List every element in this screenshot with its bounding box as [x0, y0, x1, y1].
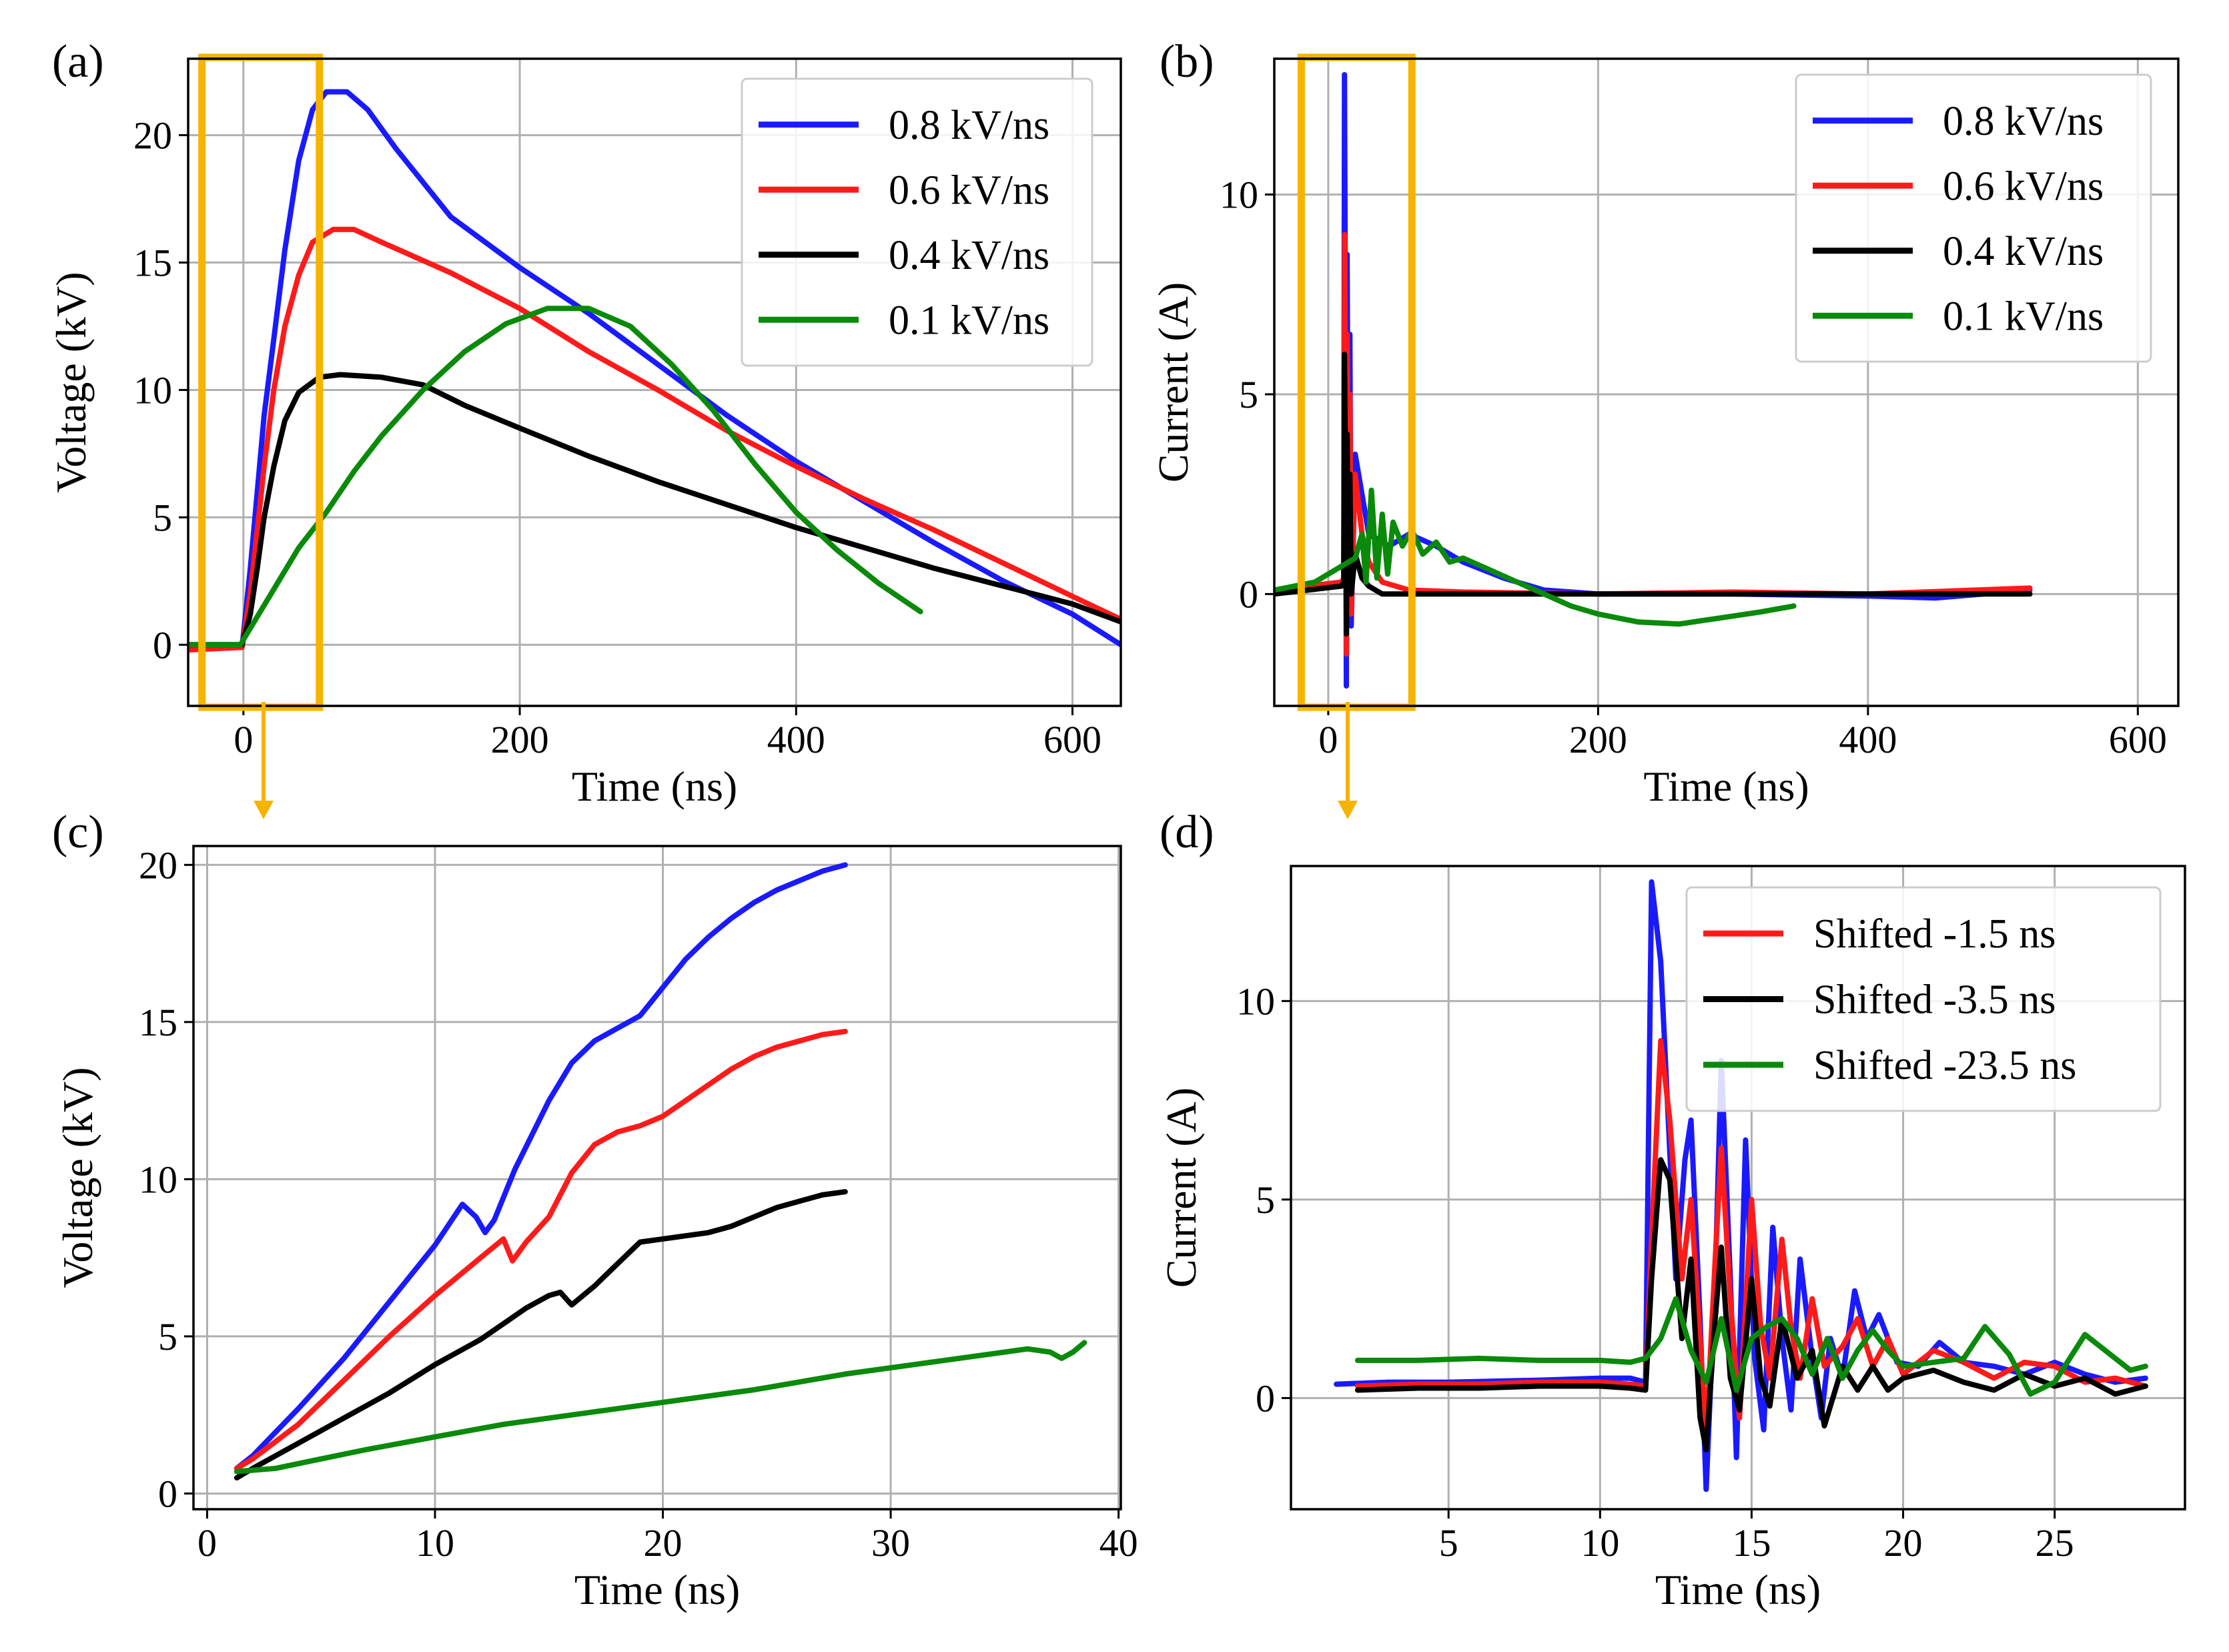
highlight-box-a: [198, 53, 324, 711]
series-group-b: [1274, 72, 2033, 689]
x-tick-label-c: 10: [416, 1521, 454, 1565]
legend-label-a-2: 0.4 kV/ns: [889, 233, 1049, 278]
y-tick-label-d: 10: [1236, 979, 1275, 1023]
series-line-a-0: [188, 89, 1121, 653]
y-tick-label-b: 10: [1220, 173, 1258, 217]
legend-label-d-0: Shifted -1.5 ns: [1813, 911, 2056, 957]
series-line-c-3: [234, 1340, 1087, 1475]
plot-frame-a: [187, 57, 1122, 707]
x-tick-label-b: 600: [2109, 718, 2167, 761]
y-axis-label-a: Voltage (kV): [47, 272, 95, 492]
chart-a: 0 200 400 600 0 5 10 15 20 Time (ns) Voltage (kV) 0…: [47, 53, 1122, 810]
series-line-c-2: [234, 1189, 848, 1481]
panel-label-c: (c): [52, 807, 104, 858]
panel-label-d: (d): [1160, 807, 1214, 858]
x-tick-label-c: 20: [644, 1521, 683, 1565]
y-tick-label-b: 0: [1239, 572, 1258, 616]
series-line-a-3: [188, 306, 923, 648]
legend-box-d: [1685, 886, 2162, 1112]
y-tick-label-a: 15: [133, 242, 172, 285]
zoom-arrow-a: [254, 702, 274, 819]
x-tick-label-d: 5: [1439, 1521, 1458, 1565]
series-line-c-0: [234, 862, 848, 1471]
legend-label-b-2: 0.4 kV/ns: [1943, 229, 2104, 274]
y-tick-label-a: 10: [133, 368, 172, 412]
x-tick-label-a: 200: [491, 718, 549, 761]
y-tick-label-c: 10: [139, 1158, 177, 1201]
y-tick-label-d: 5: [1256, 1178, 1275, 1222]
x-axis-label-a: Time (ns): [572, 763, 737, 810]
zoom-arrow-b: [1338, 702, 1358, 819]
plot-frame-b: [1273, 57, 2180, 707]
chart-b: 0 200 400 600 0 5 10 Time (ns) Current (A) 0.8 kV…: [1150, 53, 2180, 810]
y-tick-label-a: 0: [153, 623, 172, 667]
legend-box-b: [1795, 73, 2152, 363]
series-line-b-2: [1274, 352, 2033, 637]
x-tick-label-d: 20: [1884, 1521, 1923, 1565]
series-line-a-1: [188, 226, 1121, 653]
x-tick-label-c: 0: [197, 1521, 217, 1565]
series-line-a-2: [188, 372, 1121, 648]
y-tick-label-b: 5: [1239, 373, 1258, 416]
legend-label-b-1: 0.6 kV/ns: [1943, 163, 2104, 209]
series-line-d-2: [1354, 1157, 2148, 1453]
legend-label-a-3: 0.1 kV/ns: [889, 298, 1049, 343]
legend-a: 0.8 kV/ns 0.6 kV/ns 0.4 kV/ns 0.1 kV/ns: [741, 77, 1093, 367]
y-tick-label-d: 0: [1256, 1376, 1275, 1420]
legend-d: Shifted -1.5 ns Shifted -3.5 ns Shifted -2…: [1685, 886, 2162, 1112]
legend-label-d-2: Shifted -23.5 ns: [1813, 1043, 2076, 1088]
x-axis-label-b: Time (ns): [1643, 763, 1809, 810]
legend-label-b-0: 0.8 kV/ns: [1943, 99, 2104, 144]
x-tick-label-a: 0: [234, 718, 253, 761]
x-tick-label-d: 25: [2036, 1521, 2074, 1565]
legend-label-a-1: 0.6 kV/ns: [889, 167, 1049, 213]
series-group-d: [1334, 879, 2148, 1493]
x-tick-label-d: 15: [1732, 1521, 1771, 1565]
series-group-c: [234, 862, 1087, 1481]
highlight-box-b: [1297, 53, 1416, 711]
y-tick-label-c: 5: [158, 1315, 177, 1358]
plot-frame-c: [192, 845, 1122, 1511]
y-tick-label-a: 20: [133, 114, 172, 157]
x-axis-label-c: Time (ns): [574, 1566, 740, 1613]
y-tick-label-a: 5: [153, 496, 172, 539]
y-axis-label-c: Voltage (kV): [54, 1067, 101, 1288]
x-tick-label-c: 40: [1099, 1521, 1138, 1565]
x-tick-label-b: 400: [1839, 718, 1897, 761]
plot-frame-d: [1290, 865, 2186, 1511]
y-tick-label-c: 0: [158, 1472, 177, 1515]
y-axis-label-d: Current (A): [1158, 1088, 1205, 1288]
x-axis-label-d: Time (ns): [1655, 1566, 1821, 1613]
y-tick-label-c: 20: [139, 843, 177, 887]
legend-label-a-0: 0.8 kV/ns: [889, 103, 1049, 148]
panel-label-a: (a): [52, 36, 104, 87]
x-tick-label-b: 0: [1318, 718, 1338, 761]
x-tick-label-b: 200: [1569, 718, 1627, 761]
legend-label-b-3: 0.1 kV/ns: [1943, 294, 2104, 339]
legend-label-d-1: Shifted -3.5 ns: [1813, 977, 2056, 1023]
x-tick-label-d: 10: [1581, 1521, 1619, 1565]
x-tick-label-a: 600: [1043, 718, 1101, 761]
y-tick-label-c: 15: [139, 1001, 177, 1044]
panel-label-b: (b): [1160, 36, 1214, 87]
x-tick-label-c: 30: [871, 1521, 910, 1565]
legend-b: 0.8 kV/ns 0.6 kV/ns 0.4 kV/ns 0.1 kV/ns: [1795, 73, 2152, 363]
chart-d: 5 10 15 20 25 0 5 10 Time (ns) Current (A) Shifted…: [1158, 865, 2186, 1613]
series-group-a: [188, 89, 1121, 653]
legend-box-a: [741, 77, 1093, 367]
y-axis-label-b: Current (A): [1150, 282, 1197, 482]
x-tick-label-a: 400: [767, 718, 825, 761]
series-line-b-3: [1274, 487, 1797, 627]
series-line-c-1: [234, 1028, 848, 1471]
series-line-d-3: [1354, 1296, 2148, 1397]
